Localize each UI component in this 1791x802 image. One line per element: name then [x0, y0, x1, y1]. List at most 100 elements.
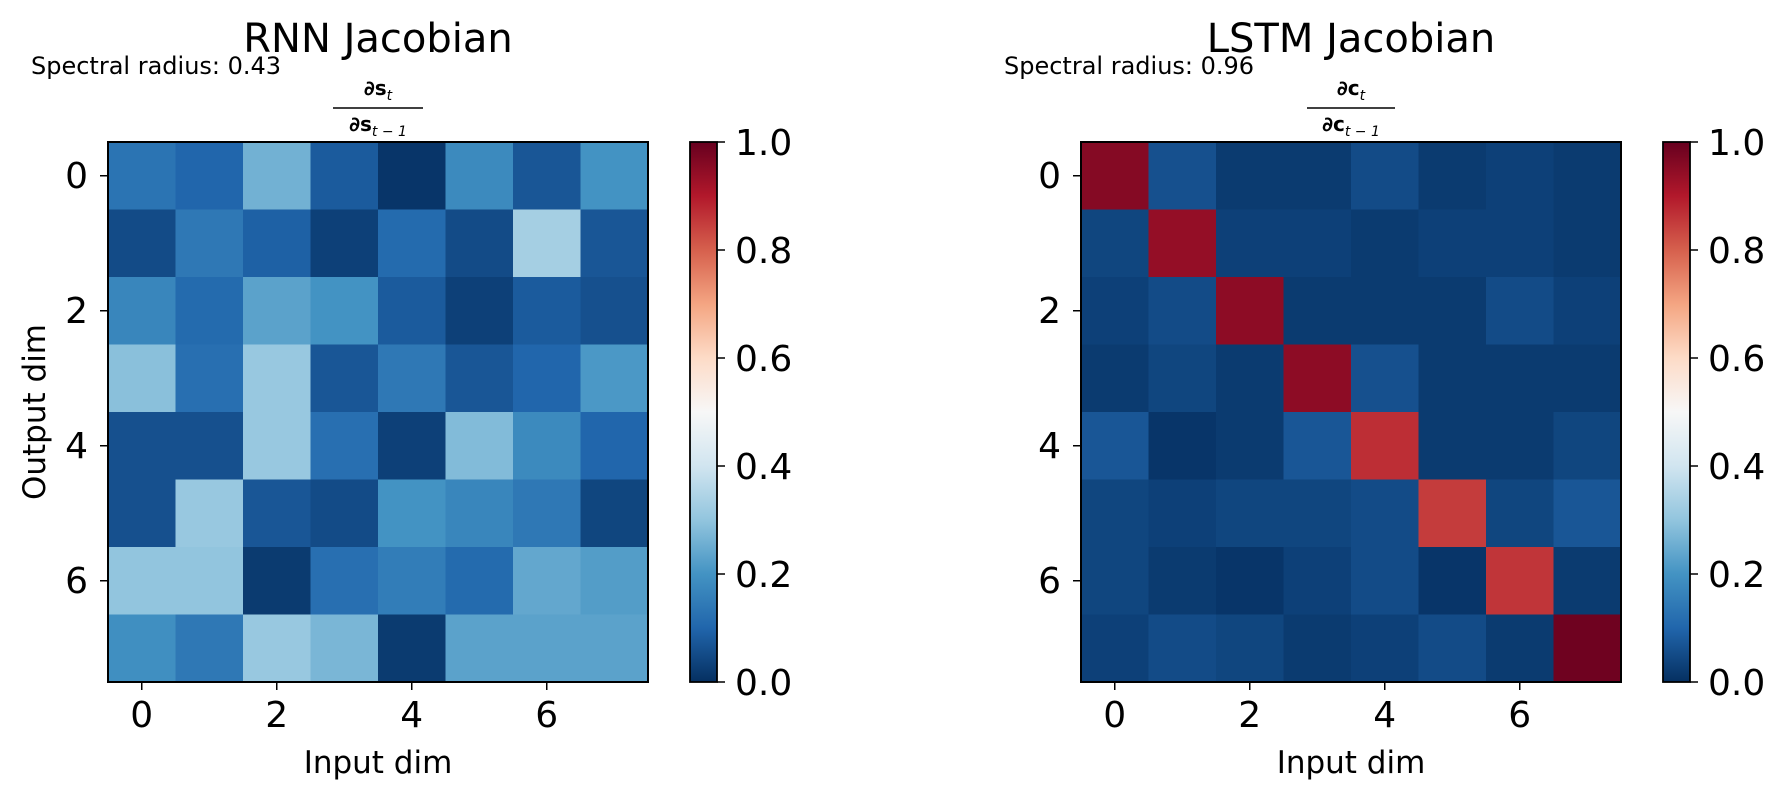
rnn-heatmap-cell-r6-c4 [378, 547, 447, 616]
rnn-heatmap-cell-r5-c2 [243, 479, 312, 548]
rnn-colorbar-tick: 0.2 [735, 555, 792, 596]
lstm-heatmap-cell-r6-c3 [1283, 547, 1352, 616]
lstm-heatmap-cell-r2-c6 [1486, 277, 1555, 346]
rnn-heatmap-cell-r7-c3 [310, 614, 379, 683]
rnn-heatmap-cell-r7-c5 [445, 614, 514, 683]
lstm-heatmap-cell-r6-c0 [1081, 547, 1150, 616]
lstm-heatmap-cell-r4-c3 [1283, 412, 1352, 481]
lstm-label-denominator: ∂c [1322, 112, 1345, 136]
rnn-heatmap-cell-r3-c1 [175, 344, 244, 413]
lstm-x-tick: 0 [1103, 695, 1126, 736]
rnn-title: RNN Jacobian [243, 16, 513, 62]
lstm-heatmap-cell-r2-c3 [1283, 277, 1352, 346]
rnn-heatmap-cell-r4-c1 [175, 412, 244, 481]
rnn-heatmap-cell-r2-c0 [108, 277, 177, 346]
lstm-matrix-label: ∂ct ∂ct − 1 [1307, 76, 1395, 140]
lstm-colorbar-gradient [1663, 142, 1690, 682]
rnn-y-tick: 6 [65, 561, 88, 602]
rnn-heatmap-cell-r5-c5 [445, 479, 514, 548]
rnn-matrix-label: ∂st ∂st − 1 [333, 76, 423, 140]
rnn-x-axis: 0 2 4 6 Input dim [130, 682, 558, 781]
lstm-heatmap [1081, 142, 1622, 683]
lstm-heatmap-cell-r0-c2 [1216, 142, 1285, 211]
lstm-heatmap-cell-r0-c0 [1081, 142, 1150, 211]
rnn-heatmap-cell-r0-c3 [310, 142, 379, 211]
rnn-label-numerator: ∂s [364, 76, 387, 100]
rnn-heatmap-cell-r1-c2 [243, 209, 312, 278]
rnn-colorbar-tick: 1.0 [735, 123, 792, 164]
rnn-heatmap-cell-r3-c6 [513, 344, 582, 413]
lstm-colorbar-tick: 0.8 [1708, 231, 1765, 272]
lstm-heatmap-cell-r7-c3 [1283, 614, 1352, 683]
rnn-heatmap-cell-r2-c6 [513, 277, 582, 346]
rnn-heatmap-cell-r5-c6 [513, 479, 582, 548]
lstm-heatmap-cell-r3-c2 [1216, 344, 1285, 413]
rnn-heatmap-cell-r3-c7 [580, 344, 649, 413]
rnn-heatmap-cell-r2-c1 [175, 277, 244, 346]
lstm-heatmap-cell-r5-c1 [1148, 479, 1217, 548]
lstm-heatmap-cell-r7-c6 [1486, 614, 1555, 683]
lstm-heatmap-cell-r4-c6 [1486, 412, 1555, 481]
lstm-x-axis-label: Input dim [1277, 745, 1426, 781]
rnn-heatmap-cell-r3-c0 [108, 344, 177, 413]
rnn-heatmap-cell-r7-c1 [175, 614, 244, 683]
rnn-panel: RNN Jacobian Spectral radius: 0.43 ∂st ∂… [17, 16, 792, 781]
rnn-y-tick: 4 [65, 426, 88, 467]
lstm-heatmap-cell-r3-c3 [1283, 344, 1352, 413]
rnn-heatmap-cell-r2-c3 [310, 277, 379, 346]
lstm-heatmap-cell-r1-c1 [1148, 209, 1217, 278]
rnn-heatmap-frame [107, 141, 649, 683]
lstm-heatmap-cell-r7-c1 [1148, 614, 1217, 683]
svg-text:∂ct: ∂ct [1337, 76, 1366, 104]
lstm-heatmap-cell-r6-c4 [1351, 547, 1420, 616]
rnn-heatmap-cell-r3-c4 [378, 344, 447, 413]
lstm-heatmap-cell-r7-c7 [1553, 614, 1622, 683]
lstm-heatmap-cell-r5-c4 [1351, 479, 1420, 548]
lstm-heatmap-cell-r1-c3 [1283, 209, 1352, 278]
lstm-heatmap-cell-r4-c7 [1553, 412, 1622, 481]
lstm-heatmap-cell-r4-c0 [1081, 412, 1150, 481]
lstm-heatmap-cell-r7-c4 [1351, 614, 1420, 683]
rnn-heatmap-cell-r2-c5 [445, 277, 514, 346]
rnn-heatmap-cell-r1-c0 [108, 209, 177, 278]
rnn-heatmap [108, 142, 649, 683]
lstm-label-numerator-sub: t [1360, 88, 1366, 104]
lstm-colorbar: 0.0 0.2 0.4 0.6 0.8 1.0 [1662, 123, 1765, 704]
lstm-heatmap-cell-r5-c5 [1418, 479, 1487, 548]
rnn-colorbar-frame [689, 141, 718, 683]
lstm-heatmap-cell-r2-c4 [1351, 277, 1420, 346]
rnn-heatmap-cell-r5-c1 [175, 479, 244, 548]
rnn-heatmap-cell-r0-c2 [243, 142, 312, 211]
lstm-heatmap-cell-r7-c2 [1216, 614, 1285, 683]
rnn-heatmap-cell-r0-c7 [580, 142, 649, 211]
rnn-heatmap-cell-r6-c7 [580, 547, 649, 616]
rnn-heatmap-cell-r3-c3 [310, 344, 379, 413]
rnn-x-tick: 4 [400, 695, 423, 736]
rnn-heatmap-cell-r4-c7 [580, 412, 649, 481]
rnn-heatmap-cell-r7-c6 [513, 614, 582, 683]
rnn-heatmap-cell-r1-c7 [580, 209, 649, 278]
rnn-label-denominator: ∂s [349, 112, 372, 136]
rnn-heatmap-cell-r4-c3 [310, 412, 379, 481]
rnn-heatmap-cell-r6-c6 [513, 547, 582, 616]
rnn-heatmap-cell-r1-c1 [175, 209, 244, 278]
lstm-heatmap-cell-r0-c6 [1486, 142, 1555, 211]
rnn-colorbar-tick: 0.6 [735, 339, 792, 380]
lstm-heatmap-cell-r0-c4 [1351, 142, 1420, 211]
lstm-heatmap-cell-r1-c0 [1081, 209, 1150, 278]
lstm-heatmap-cell-r6-c7 [1553, 547, 1622, 616]
rnn-heatmap-cell-r5-c3 [310, 479, 379, 548]
rnn-label-numerator-sub: t [387, 88, 393, 104]
svg-text:∂ct − 1: ∂ct − 1 [1322, 112, 1380, 140]
rnn-heatmap-cell-r5-c0 [108, 479, 177, 548]
rnn-heatmap-cell-r0-c0 [108, 142, 177, 211]
rnn-colorbar-tick: 0.8 [735, 231, 792, 272]
rnn-x-tick: 6 [535, 695, 558, 736]
rnn-heatmap-cell-r0-c4 [378, 142, 447, 211]
lstm-heatmap-cell-r4-c5 [1418, 412, 1487, 481]
rnn-heatmap-cell-r2-c2 [243, 277, 312, 346]
rnn-heatmap-cell-r6-c2 [243, 547, 312, 616]
lstm-colorbar-frame [1662, 141, 1691, 683]
rnn-heatmap-cell-r4-c2 [243, 412, 312, 481]
